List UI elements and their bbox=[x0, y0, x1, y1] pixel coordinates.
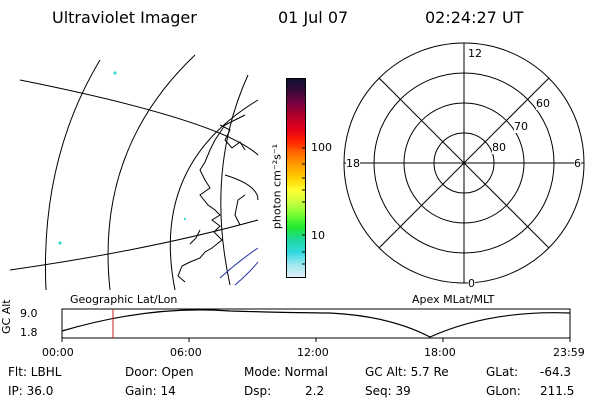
latitude-arc-outer bbox=[19, 79, 259, 156]
lat-label-70: 70 bbox=[514, 120, 528, 133]
longitude-arc-2 bbox=[107, 54, 196, 291]
altitude-ytick-min: 1.8 bbox=[20, 326, 38, 339]
time-tick-0000: 00:00 bbox=[42, 346, 74, 359]
aurora-spot bbox=[58, 241, 62, 245]
lat-label-60: 60 bbox=[536, 97, 550, 110]
aurora-spot bbox=[113, 71, 117, 75]
longitude-arc-3 bbox=[169, 99, 259, 291]
mlt-label-18: 18 bbox=[346, 157, 360, 170]
glat-value: -64.3 bbox=[540, 365, 572, 379]
gc-alt-readout: GC Alt: 5.7 Re bbox=[365, 365, 449, 379]
door-readout: Door: Open bbox=[125, 365, 194, 379]
altitude-ytick-max: 9.0 bbox=[20, 307, 38, 320]
altitude-ylabel: GC Alt bbox=[0, 299, 13, 334]
filter-readout: Flt: LBHL bbox=[8, 365, 62, 379]
coastline bbox=[177, 114, 246, 283]
mlt-label-12: 12 bbox=[468, 47, 482, 60]
lat-label-80: 80 bbox=[492, 141, 506, 154]
altitude-curve bbox=[61, 309, 571, 338]
terminator-line bbox=[219, 247, 259, 279]
time-tick-1200: 12:00 bbox=[297, 346, 329, 359]
longitude-arc-4 bbox=[220, 74, 249, 286]
geographic-panel-label: Geographic Lat/Lon bbox=[70, 293, 178, 306]
glon-label: GLon: bbox=[486, 384, 521, 398]
dsp-label: Dsp: bbox=[244, 384, 272, 398]
date-label: 01 Jul 07 bbox=[278, 8, 349, 27]
mlt-label-6: 6 bbox=[574, 157, 581, 170]
time-label: 02:24:27 UT bbox=[425, 8, 524, 27]
glat-label: GLat: bbox=[486, 365, 519, 379]
time-tick-0600: 06:00 bbox=[170, 346, 202, 359]
time-tick-1800: 18:00 bbox=[424, 346, 456, 359]
apex-panel-label: Apex MLat/MLT bbox=[412, 293, 495, 306]
gain-readout: Gain: 14 bbox=[125, 384, 176, 398]
colorbar-tick-10: 10 bbox=[311, 229, 325, 242]
dsp-value: 2.2 bbox=[305, 384, 325, 398]
latitude-line-low bbox=[9, 219, 259, 271]
mlt-label-0: 0 bbox=[468, 277, 475, 290]
time-tick-2359: 23:59 bbox=[553, 346, 585, 359]
mlt-line-diag-2 bbox=[378, 77, 550, 249]
seq-readout: Seq: 39 bbox=[365, 384, 411, 398]
mode-readout: Mode: Normal bbox=[244, 365, 328, 379]
aurora-spot bbox=[183, 217, 187, 221]
terminator-line-2 bbox=[234, 261, 259, 286]
colorbar-tick-100: 100 bbox=[311, 141, 332, 154]
longitude-arc-1 bbox=[45, 59, 101, 291]
instrument-title: Ultraviolet Imager bbox=[52, 8, 197, 27]
ip-readout: IP: 36.0 bbox=[8, 384, 54, 398]
latitude-arc-inner bbox=[224, 174, 259, 201]
glon-value: 211.5 bbox=[540, 384, 575, 398]
